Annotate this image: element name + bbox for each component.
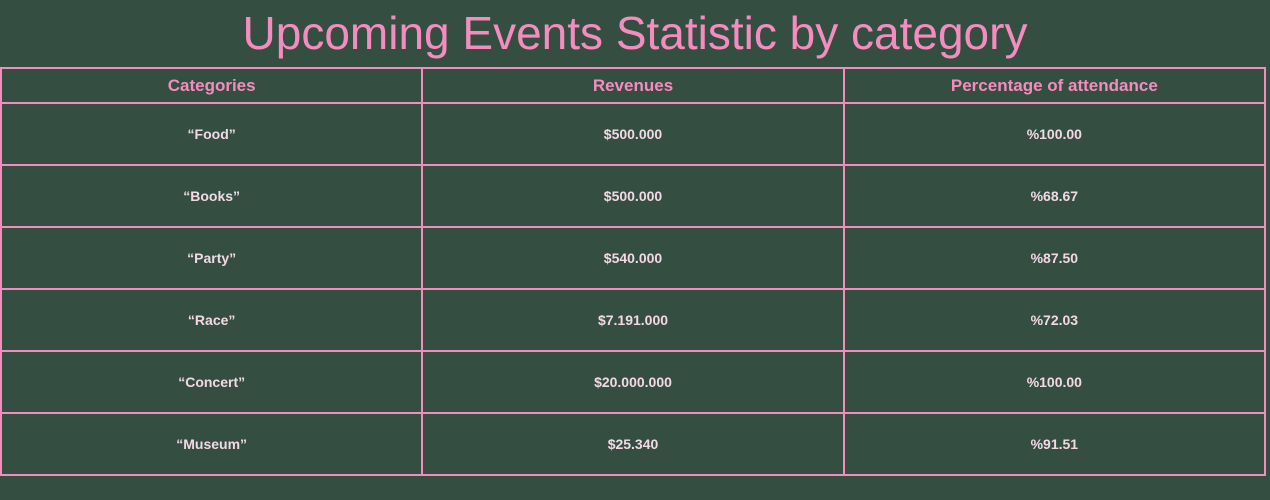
attendance-cell: %100.00: [842, 350, 1267, 414]
category-cell: “Books”: [0, 164, 424, 228]
table-row: “Party” $540.000 %87.50: [0, 226, 1267, 290]
column-header-revenues: Revenues: [421, 67, 845, 104]
revenue-cell: $500.000: [421, 102, 845, 166]
category-cell: “Concert”: [0, 350, 424, 414]
table-row: “Books” $500.000 %68.67: [0, 164, 1267, 228]
revenue-cell: $7.191.000: [421, 288, 845, 352]
category-cell: “Food”: [0, 102, 424, 166]
table-row: “Museum” $25.340 %91.51: [0, 412, 1267, 476]
category-cell: “Party”: [0, 226, 424, 290]
attendance-cell: %100.00: [842, 102, 1267, 166]
table-row: “Race” $7.191.000 %72.03: [0, 288, 1267, 352]
attendance-cell: %91.51: [842, 412, 1267, 476]
revenue-cell: $500.000: [421, 164, 845, 228]
table-row: “Concert” $20.000.000 %100.00: [0, 350, 1267, 414]
table-header-row: Categories Revenues Percentage of attend…: [0, 67, 1267, 104]
category-cell: “Race”: [0, 288, 424, 352]
revenue-cell: $540.000: [421, 226, 845, 290]
attendance-cell: %72.03: [842, 288, 1267, 352]
event-stats-table: Categories Revenues Percentage of attend…: [0, 67, 1267, 476]
revenue-cell: $20.000.000: [421, 350, 845, 414]
page-title: Upcoming Events Statistic by category: [242, 7, 1028, 59]
revenue-cell: $25.340: [421, 412, 845, 476]
column-header-attendance: Percentage of attendance: [842, 67, 1267, 104]
attendance-cell: %68.67: [842, 164, 1267, 228]
column-header-categories: Categories: [0, 67, 424, 104]
table-row: “Food” $500.000 %100.00: [0, 102, 1267, 166]
attendance-cell: %87.50: [842, 226, 1267, 290]
category-cell: “Museum”: [0, 412, 424, 476]
